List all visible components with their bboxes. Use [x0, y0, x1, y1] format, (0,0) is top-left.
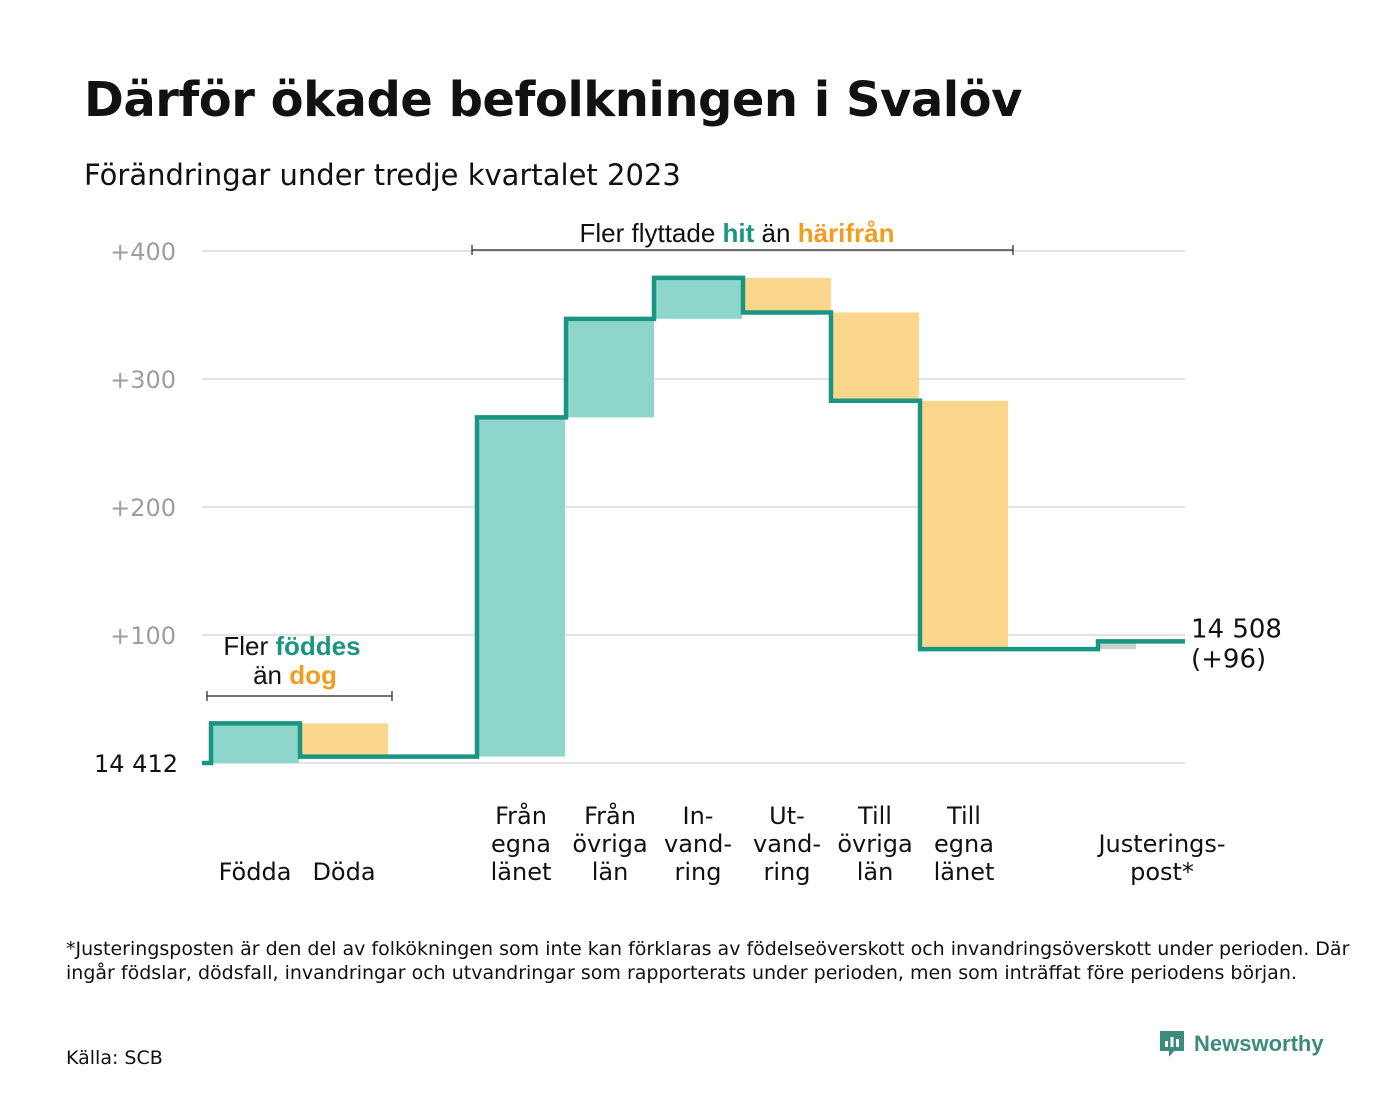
- category-label: vand-: [753, 830, 821, 858]
- category-label: länet: [934, 858, 995, 886]
- category-label: Från: [584, 801, 636, 830]
- category-label: ring: [675, 858, 722, 886]
- annotation-part: än: [754, 218, 797, 248]
- annotation-part: hit: [723, 218, 755, 248]
- annotation-natural-bracket: [207, 691, 392, 701]
- category-label: övriga: [572, 830, 647, 858]
- annotation-part: än: [253, 660, 289, 690]
- category-label: län: [592, 858, 629, 886]
- category-label: ring: [764, 858, 811, 886]
- category-label: egna: [934, 830, 994, 858]
- category-label: post*: [1130, 858, 1194, 886]
- category-label: Till: [857, 802, 892, 830]
- annotation-part: dog: [289, 660, 337, 690]
- category-label: länet: [491, 858, 552, 886]
- source-label: Källa: SCB: [66, 1047, 163, 1069]
- brand-name: Newsworthy: [1194, 1031, 1324, 1057]
- waterfall-bar: [920, 401, 1008, 649]
- category-label: Justerings-: [1096, 830, 1225, 858]
- category-label: Från: [495, 801, 547, 830]
- y-tick-label: +200: [110, 494, 176, 522]
- annotation-natural-line2: än dog: [253, 660, 337, 690]
- category-label: Ut-: [769, 802, 805, 830]
- footnote: *Justeringsposten är den del av folkökni…: [66, 937, 1356, 985]
- category-label: vand-: [664, 830, 732, 858]
- waterfall-bar: [743, 278, 831, 313]
- annotation-part: föddes: [275, 631, 360, 661]
- end-change-label: (+96): [1191, 644, 1266, 674]
- cumulative-step-line: [202, 278, 1185, 763]
- newsworthy-logo-icon: [1158, 1029, 1186, 1059]
- waterfall-bar: [654, 278, 742, 319]
- category-label: egna: [491, 830, 551, 858]
- y-tick-label: +400: [110, 238, 176, 266]
- waterfall-bar: [477, 417, 565, 756]
- category-label: In-: [683, 802, 714, 830]
- category-label: Till: [946, 802, 981, 830]
- annotation-part: Fler: [223, 631, 275, 661]
- waterfall-bar: [566, 319, 654, 418]
- waterfall-bar: [831, 312, 919, 400]
- end-total-label: 14 508: [1191, 614, 1282, 644]
- annotation-part: Fler flyttade: [579, 218, 722, 248]
- waterfall-chart: +100 +200 +300 +400 14 412 14 508(+96) Födda Dö…: [0, 0, 1400, 920]
- waterfall-bar: [300, 723, 388, 756]
- baseline-label: 14 412: [94, 750, 178, 778]
- y-tick-label: +300: [110, 366, 176, 394]
- brand: Newsworthy: [1158, 1029, 1324, 1059]
- waterfall-bar: [211, 723, 299, 763]
- category-label: län: [857, 858, 894, 886]
- category-label: Födda: [219, 858, 292, 886]
- annotation-natural-line1: Fler föddes: [223, 631, 360, 661]
- annotation-part: härifrån: [798, 218, 895, 248]
- y-tick-label: +100: [110, 622, 176, 650]
- annotation-migration: Fler flyttade hit än härifrån: [579, 218, 894, 248]
- category-label: Döda: [312, 858, 375, 886]
- category-label: övriga: [837, 830, 912, 858]
